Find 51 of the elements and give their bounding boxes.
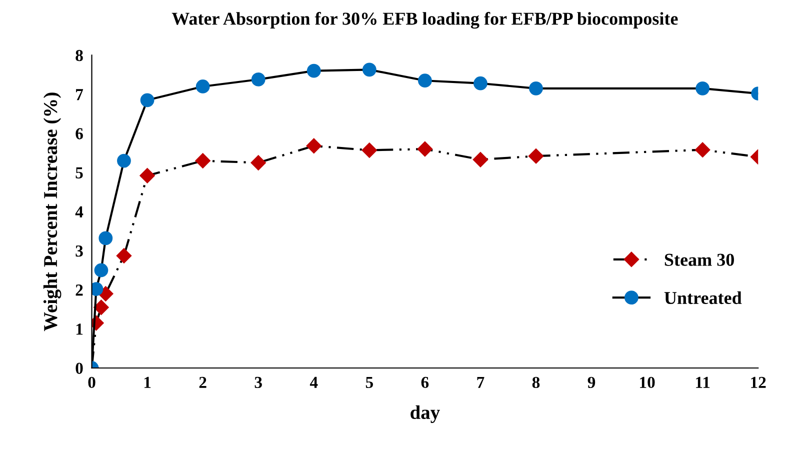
y-axis-title: Weight Percent Increase (%) [43,92,62,332]
y-tick-label: 5 [76,167,83,178]
point [251,72,266,86]
x-tick-label: 5 [366,376,373,388]
y-tick-label: 3 [76,245,83,257]
y-tick-label: 8 [76,50,83,62]
x-tick-label: 6 [421,376,429,388]
point [417,141,433,157]
point [94,263,108,278]
point [306,138,322,154]
y-tick-label: 6 [76,128,83,140]
x-tick-label: 2 [199,376,206,388]
point [695,142,710,158]
x-tick-label: 7 [477,376,484,388]
x-axis-title: day [410,405,440,424]
y-tick-label: 2 [76,284,83,296]
point [362,62,376,77]
x-tick-label: 12 [751,376,766,388]
point [94,300,109,315]
x-tick-label: 0 [88,376,96,388]
x-tick-label: 10 [640,376,655,388]
point [472,152,488,168]
x-tick-label: 4 [310,376,318,388]
point [529,81,543,96]
point [418,74,432,88]
y-tick-label: 4 [75,206,84,218]
chart-title: Water Absorption for 30% EFB loading for EFB/PP biocomposite [172,12,678,29]
x-tick-label: 9 [588,376,596,388]
point [306,64,321,78]
y-tick-label: 7 [76,89,84,100]
point [98,231,113,246]
point [195,153,210,168]
y-tick-label: 0 [76,362,83,374]
point [140,168,155,184]
point [474,76,488,90]
point [250,155,266,170]
point [116,248,132,264]
legend-label: Untreated [664,291,742,304]
point [117,154,131,168]
point [196,80,210,94]
x-tick-label: 11 [696,376,710,388]
x-tick-label: 1 [144,376,151,388]
point [696,81,710,96]
point [528,148,544,164]
legend-label: Steam 30 [664,254,734,266]
point [140,93,154,108]
x-tick-label: 8 [532,376,540,388]
y-tick-label: 1 [76,324,83,335]
point [362,142,377,158]
x-tick-label: 3 [254,376,262,388]
point [98,286,114,302]
